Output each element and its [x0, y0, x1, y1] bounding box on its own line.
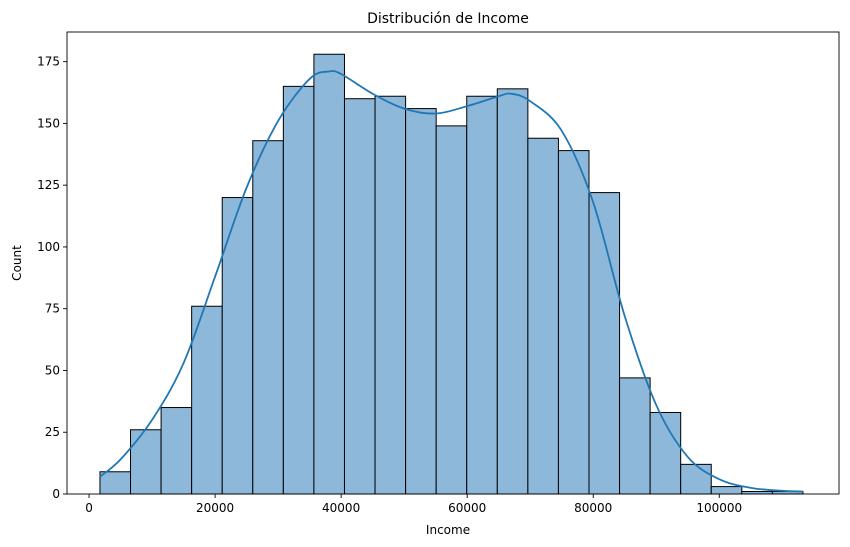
x-tick-label: 0	[85, 501, 93, 515]
x-tick-label: 80000	[574, 501, 612, 515]
histogram-bar-13	[496, 88, 529, 495]
x-tick-label: 100000	[696, 501, 742, 515]
histogram-bar-15	[557, 150, 590, 495]
histogram-bar-10	[405, 108, 437, 495]
bars-layer	[99, 53, 804, 495]
plot-frame	[66, 31, 840, 495]
histogram-bar-6	[282, 85, 315, 495]
kde-layer	[99, 70, 803, 493]
y-tick-label: 175	[37, 55, 60, 69]
y-tick-label: 50	[45, 363, 60, 377]
histogram-bar-14	[527, 137, 559, 495]
histogram-bar-0	[99, 471, 132, 495]
y-tick-label: 125	[37, 178, 60, 192]
y-tick-label: 0	[52, 487, 60, 501]
histogram-bar-5	[252, 140, 284, 495]
histogram-bar-9	[374, 95, 407, 495]
histogram-bar-20	[710, 486, 743, 495]
x-tick-label: 60000	[448, 501, 486, 515]
histogram-bar-19	[680, 463, 712, 495]
histogram-bar-8	[343, 98, 376, 495]
histogram-bar-12	[466, 95, 498, 495]
histogram-bar-3	[191, 305, 223, 495]
histogram-bar-1	[130, 429, 162, 495]
x-axis-label: Income	[426, 523, 470, 537]
y-tick-label: 25	[45, 425, 60, 439]
histogram-bar-17	[619, 377, 651, 495]
y-tick-label: 75	[45, 302, 60, 316]
chart-title: Distribución de Income	[367, 11, 529, 27]
kde-line	[99, 70, 803, 493]
y-axis-label: Count	[10, 245, 24, 281]
y-tick-label: 150	[37, 116, 60, 130]
y-tick-label: 100	[37, 240, 60, 254]
x-tick-label: 40000	[322, 501, 360, 515]
histogram-bar-2	[160, 407, 193, 495]
x-tick-label: 20000	[196, 501, 234, 515]
histogram-bar-4	[221, 197, 254, 495]
axes-layer: 0 20000 40000 60000 80000 100000 0 25 50 75 100 125…	[37, 31, 840, 515]
histogram-bar-7	[313, 53, 345, 495]
histogram-bar-11	[435, 125, 468, 495]
